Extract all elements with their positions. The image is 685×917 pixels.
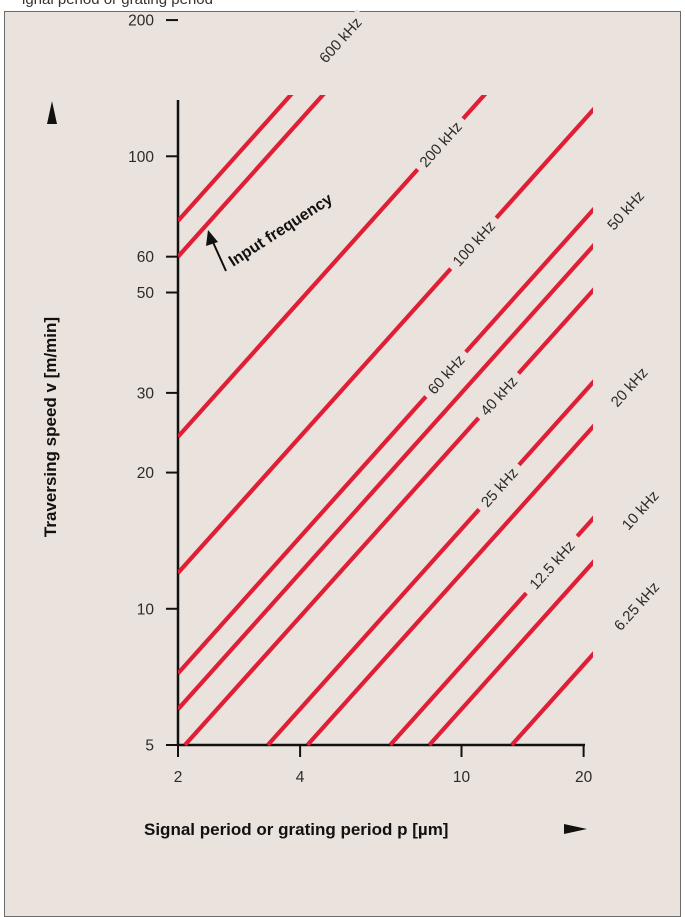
up-arrow-icon: [206, 230, 218, 246]
series-label-group: 100 kHz: [444, 212, 503, 274]
series-label-bg: [472, 368, 525, 424]
series-label-bg: [311, 9, 369, 71]
series-label-group: 10 kHz: [614, 482, 666, 538]
series-label: 50 kHz: [604, 188, 648, 234]
series-line: [427, 559, 593, 746]
x-tick-label: 4: [296, 769, 305, 786]
series-label-group: 200 kHz: [411, 113, 470, 175]
x-axis-ticks: 24102040: [174, 745, 593, 786]
series-label: 40 kHz: [477, 373, 521, 419]
y-tick-label: 100: [128, 149, 154, 166]
y-axis-ticks: 51020305060100200300400600: [128, 13, 178, 755]
input-frequency-arrow-shaft: [211, 239, 227, 272]
series-label-bg: [473, 459, 525, 515]
series-label-group: 12.5 kHz: [520, 530, 584, 599]
y-tick-label: 200: [128, 13, 154, 30]
series-line: [305, 423, 593, 746]
x-tick-label: 2: [174, 769, 183, 786]
series-label-group: 6.25 kHz: [604, 572, 668, 640]
series-label-group: 40 kHz: [472, 368, 525, 424]
y-tick-label: 10: [137, 601, 155, 618]
series-layer: [178, 95, 593, 746]
series-label-bg: [444, 212, 503, 274]
series-label-bg: [602, 359, 655, 415]
series-label: 20 kHz: [608, 364, 652, 410]
y-tick-label: 5: [145, 738, 154, 755]
series-label-group: 600 kHz: [311, 9, 369, 71]
series-line: [178, 243, 593, 711]
y-tick-label: 20: [137, 465, 155, 482]
cut-off-caption-text: ignal period or grating period: [22, 0, 213, 8]
series-line: [178, 95, 294, 223]
y-axis-title: Traversing speed v [m/min]: [41, 317, 60, 537]
x-axis-title: Signal period or grating period p [µm]: [144, 820, 448, 839]
input-frequency-annotation: Input frequency: [226, 191, 336, 271]
series-line: [178, 95, 326, 259]
series-label: 100 kHz: [450, 218, 499, 270]
series-label-group: 60 kHz: [419, 346, 472, 402]
x-tick-label: 10: [453, 769, 471, 786]
series-label-bg: [604, 572, 668, 640]
series-label: 25 kHz: [478, 465, 522, 511]
series-label: 200 kHz: [416, 119, 465, 171]
series-label-group: 20 kHz: [602, 359, 655, 415]
y-axis-title-group: Traversing speed v [m/min]: [41, 317, 60, 537]
series-label-bg: [411, 113, 470, 175]
series-line: [183, 287, 593, 746]
series-label-bg: [599, 182, 652, 238]
y-tick-label: 30: [137, 385, 155, 402]
input-frequency-label: Input frequency: [226, 191, 336, 271]
series-label-bg: [419, 346, 472, 402]
y-tick-label: 60: [137, 249, 155, 266]
series-label: 6.25 kHz: [611, 579, 663, 634]
x-tick-label: 20: [575, 769, 593, 786]
series-label-group: 50 kHz: [599, 182, 652, 238]
series-line: [510, 651, 593, 746]
y-tick-label: 50: [137, 285, 155, 302]
series-line: [178, 106, 593, 575]
series-label-bg: [520, 530, 584, 599]
chart-panel: [4, 11, 681, 917]
series-label: 10 kHz: [619, 488, 663, 534]
series-label: 600 kHz: [316, 14, 365, 66]
y-axis-arrow-icon: [47, 101, 57, 124]
series-line: [266, 379, 593, 746]
series-label-bg: [614, 482, 666, 538]
x-axis-arrow-icon: [564, 824, 587, 834]
